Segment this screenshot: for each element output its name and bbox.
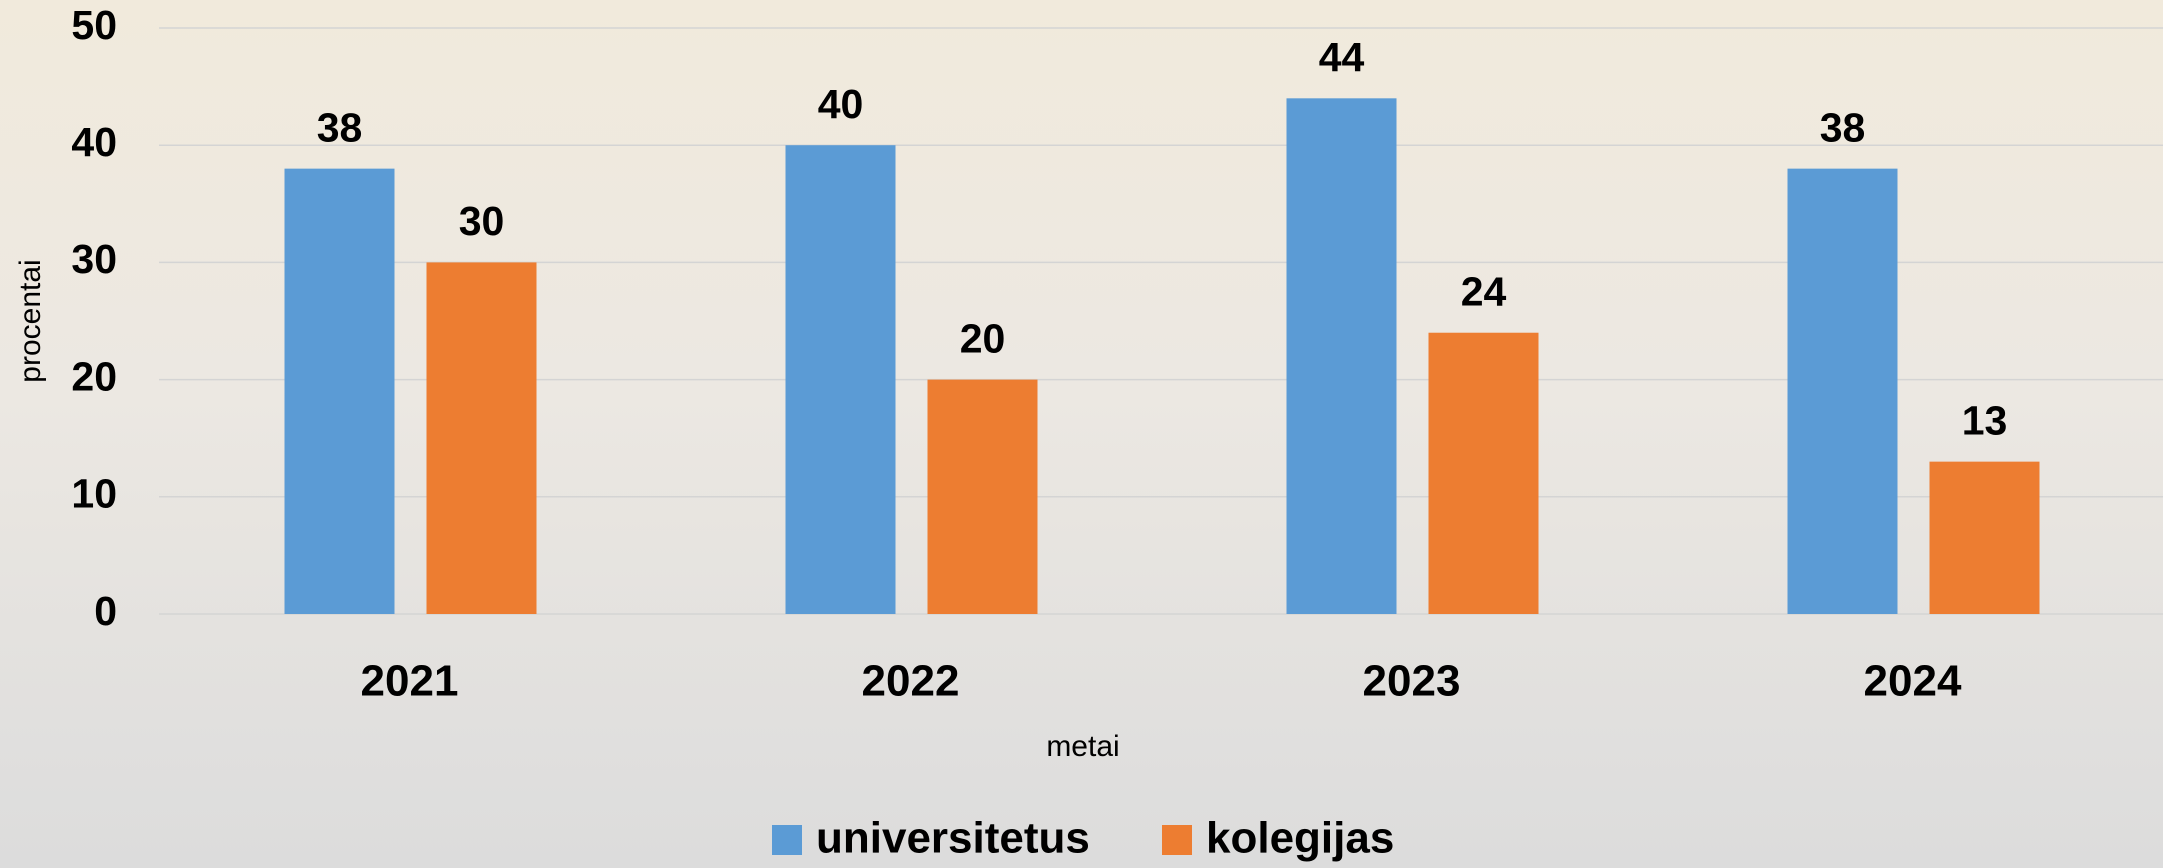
data-label: 40: [818, 81, 864, 127]
legend-label: kolegijas: [1206, 814, 1394, 863]
y-tick-label: 20: [71, 353, 117, 399]
bar: [1787, 168, 1898, 614]
legend-swatch: [1162, 825, 1192, 855]
bar: [1286, 98, 1397, 614]
x-tick-label: 2024: [1864, 657, 1962, 706]
x-tick-label: 2022: [862, 657, 960, 706]
x-tick-label: 2023: [1363, 657, 1461, 706]
data-label: 38: [317, 104, 363, 150]
legend-swatch: [772, 825, 802, 855]
y-tick-label: 40: [71, 119, 117, 165]
bar: [927, 379, 1038, 614]
data-label: 20: [960, 315, 1006, 361]
y-axis-label: procentai: [14, 259, 47, 382]
bar: [284, 168, 395, 614]
data-label: 13: [1962, 397, 2008, 443]
x-tick-label: 2021: [361, 657, 459, 706]
bar: [1929, 461, 2040, 614]
y-tick-label: 50: [71, 2, 117, 48]
data-label: 44: [1319, 34, 1365, 80]
data-label: 30: [459, 198, 505, 244]
bar: [1428, 332, 1539, 614]
y-tick-label: 10: [71, 471, 117, 517]
y-tick-label: 30: [71, 236, 117, 282]
x-axis-label: metai: [1046, 730, 1119, 763]
data-label: 24: [1461, 269, 1507, 315]
legend-label: universitetus: [816, 814, 1090, 863]
bar: [785, 145, 896, 614]
bar: [426, 262, 537, 614]
data-label: 38: [1820, 104, 1866, 150]
y-tick-label: 0: [94, 588, 117, 634]
